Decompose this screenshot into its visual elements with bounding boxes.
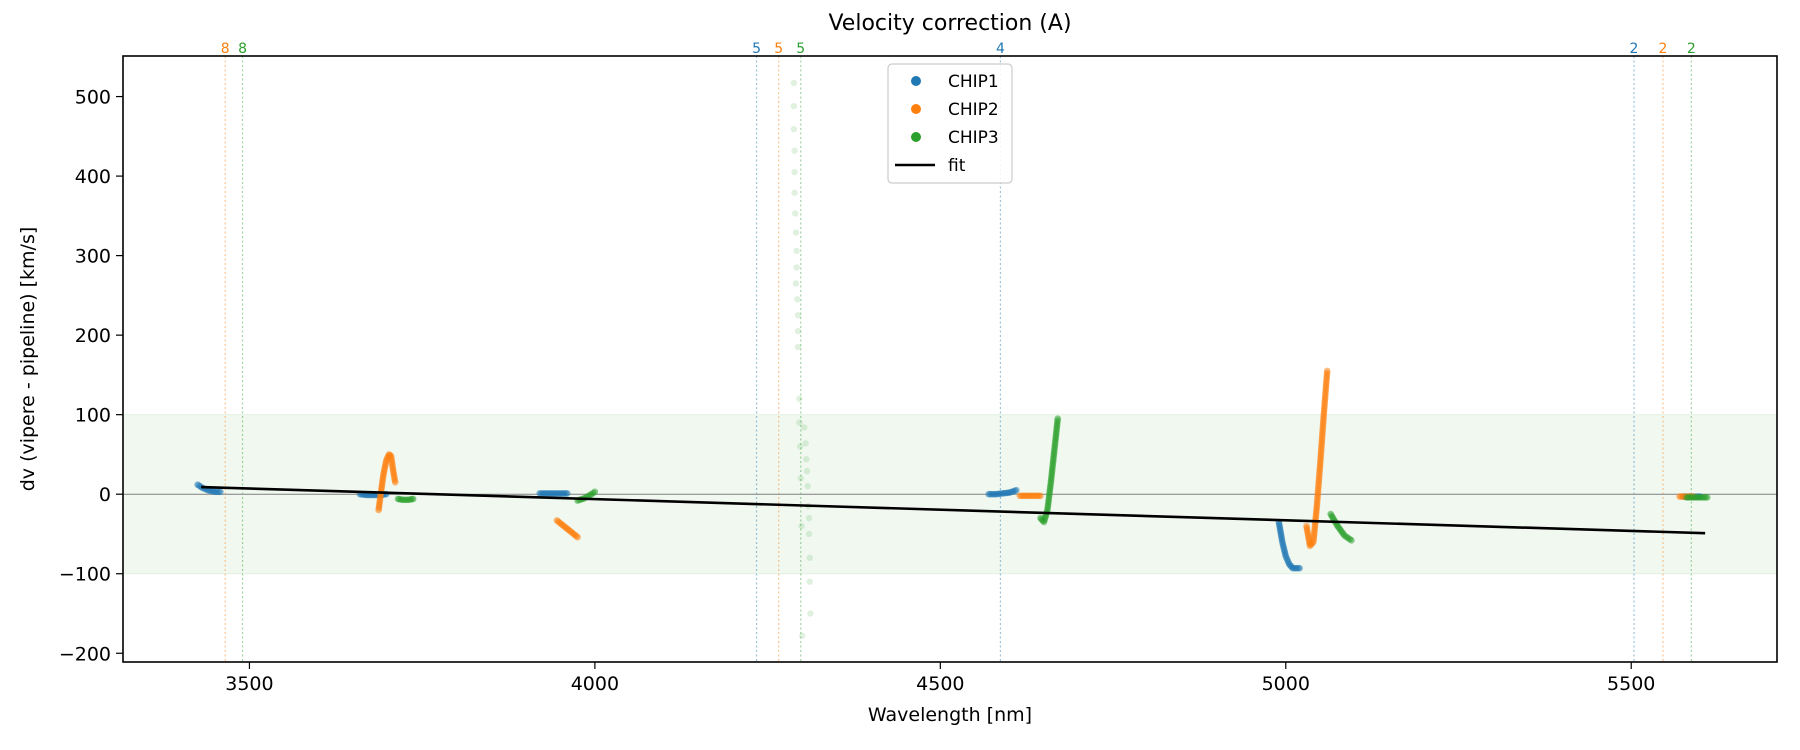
y-tick-label: 200	[75, 325, 111, 347]
legend-label: CHIP1	[948, 72, 999, 92]
outlier-point	[796, 443, 804, 450]
outlier-point	[805, 514, 813, 522]
x-tick-label: 5500	[1607, 673, 1655, 695]
outlier-point	[793, 264, 800, 271]
outlier-point	[798, 632, 806, 639]
data-point	[391, 478, 399, 486]
x-tick-label: 3500	[225, 673, 273, 695]
fit-line	[201, 485, 1706, 535]
y-tick-label: 100	[75, 405, 111, 427]
axes-layer: 3500 4000 4500 5000 5500 −200 −100 0 100 200 300 40…	[59, 55, 1778, 695]
series-chip3-outliers	[790, 79, 814, 639]
legend-marker-chip2	[911, 104, 921, 114]
outlier-point	[790, 102, 798, 110]
data-point	[591, 488, 599, 496]
outlier-point	[807, 610, 814, 617]
data-point	[1013, 486, 1020, 494]
y-tick-label: 400	[75, 166, 111, 188]
data-point	[1037, 492, 1044, 500]
legend-label: CHIP2	[948, 100, 999, 120]
outlier-point	[792, 229, 800, 236]
order-marker-label: 5	[796, 41, 805, 57]
order-marker-label: 2	[1630, 41, 1639, 57]
legend-marker-chip1	[911, 76, 921, 86]
x-tick-label: 5000	[1262, 673, 1310, 695]
data-point	[563, 490, 571, 497]
legend-marker-chip3	[911, 132, 921, 142]
outlier-point	[796, 419, 803, 426]
order-marker-label: 4	[996, 41, 1005, 57]
chart-title: Velocity correction (A)	[828, 11, 1071, 36]
outlier-point	[801, 424, 808, 431]
outlier-point	[803, 467, 811, 475]
x-axis-label: Wavelength [nm]	[868, 704, 1032, 726]
x-tick-label: 4500	[916, 673, 964, 695]
outlier-point	[790, 79, 798, 87]
outlier-point	[792, 210, 799, 217]
outlier-point	[794, 327, 802, 335]
order-marker-label: 5	[774, 41, 783, 57]
outlier-point	[805, 530, 813, 538]
data-point	[1323, 367, 1331, 375]
y-axis-label: dv (vipere - pipeline) [km/s]	[17, 227, 39, 492]
order-marker-label: 2	[1687, 41, 1696, 57]
y-tick-label: 500	[75, 87, 111, 109]
y-tick-label: 0	[99, 484, 111, 506]
outlier-point	[794, 296, 801, 303]
order-marker-label: 5	[752, 41, 761, 57]
y-tick-label: −200	[59, 643, 111, 665]
order-marker-label: 8	[238, 41, 247, 57]
outlier-point	[796, 395, 803, 402]
outlier-point	[791, 147, 798, 154]
outlier-point	[798, 522, 805, 530]
outlier-point	[794, 312, 802, 319]
y-tick-label: 300	[75, 246, 111, 268]
data-point	[1348, 537, 1355, 544]
series-chip3	[394, 415, 1711, 544]
outlier-point	[792, 280, 800, 287]
x-tick-label: 4000	[571, 673, 619, 695]
data-point	[574, 533, 581, 541]
outlier-point	[794, 343, 802, 351]
fit-line-layer	[201, 485, 1706, 535]
data-point	[1296, 564, 1303, 572]
legend: CHIP1 CHIP2 CHIP3 fit	[887, 63, 1013, 184]
outlier-point	[791, 189, 798, 196]
data-points-layer	[194, 79, 1711, 639]
data-point	[1703, 494, 1711, 501]
legend-label: CHIP3	[948, 128, 999, 148]
y-tick-label: −100	[59, 564, 111, 586]
data-point	[217, 488, 224, 496]
outlier-point	[802, 440, 809, 447]
outlier-point	[806, 578, 813, 585]
outlier-point	[793, 247, 800, 255]
outlier-point	[791, 168, 798, 176]
outlier-point	[790, 125, 798, 133]
outlier-point	[806, 554, 813, 562]
data-point	[1054, 415, 1062, 422]
plot-frame	[122, 55, 1778, 663]
outlier-point	[797, 475, 804, 482]
data-point	[409, 495, 417, 503]
order-marker-label: 2	[1659, 41, 1668, 57]
outlier-point	[804, 483, 811, 490]
legend-label: fit	[948, 156, 966, 176]
legend-box	[887, 63, 1013, 184]
outlier-point	[803, 456, 810, 463]
order-marker-label: 8	[221, 41, 230, 57]
